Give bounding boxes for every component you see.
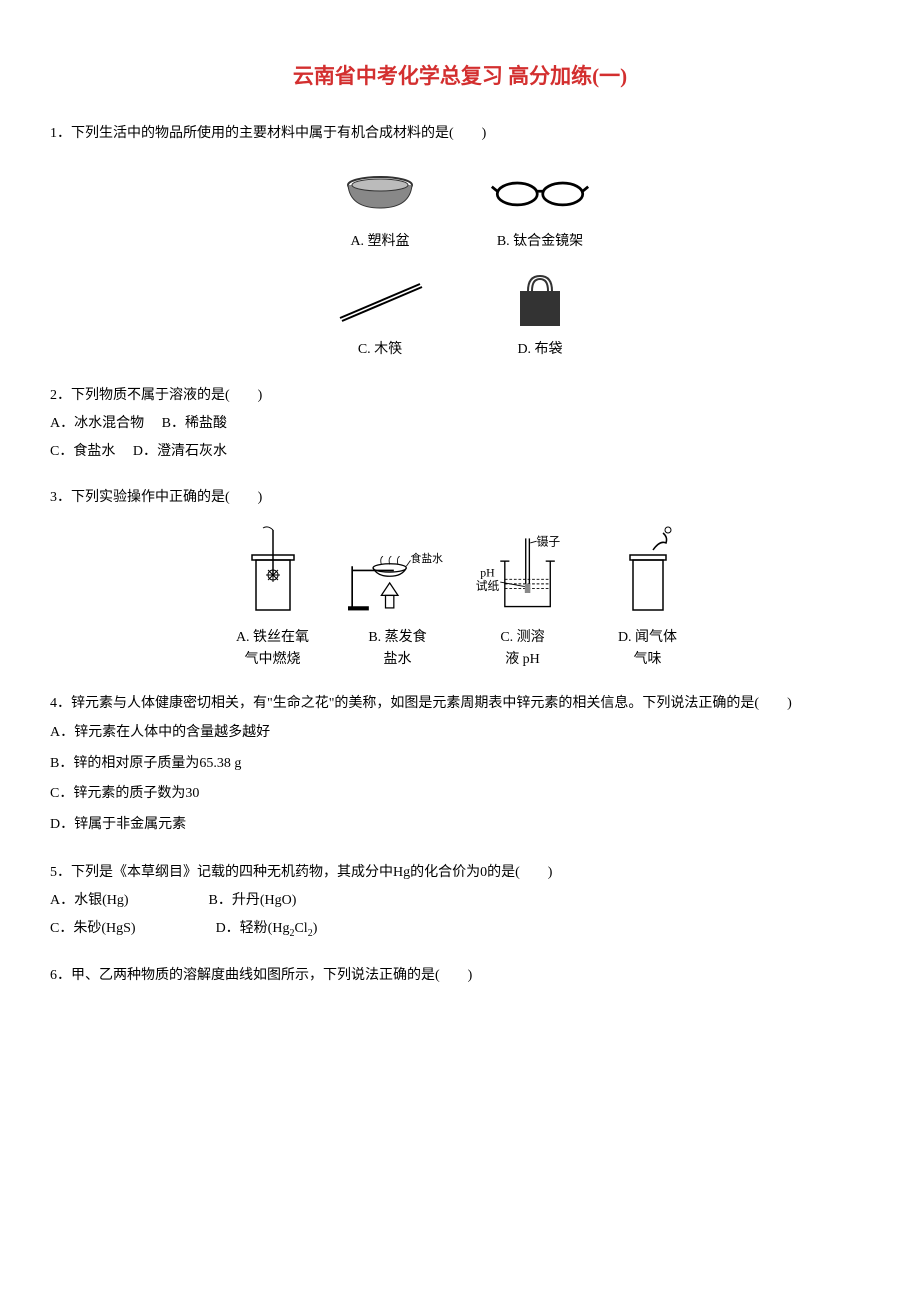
basin-icon	[330, 163, 430, 223]
q2-options-cd: C．食盐水 D．澄清石灰水	[50, 438, 870, 466]
q3-text: 3．下列实验操作中正确的是( )	[50, 484, 870, 512]
q2-option-d: D．澄清石灰水	[133, 444, 227, 459]
tweezers-label: 镊子	[536, 534, 560, 548]
q1-text: 1．下列生活中的物品所使用的主要材料中属于有机合成材料的是( )	[50, 120, 870, 148]
q5-options-ab: A．水银(Hg) B．升丹(HgO)	[50, 887, 870, 915]
q1-images-row2: C. 木筷 D. 布袋	[50, 271, 870, 364]
q3-experiments: A. 铁丝在氧 气中燃烧 食盐水 B.	[50, 527, 870, 672]
q5-option-d: D．轻粉(Hg2Cl2)	[216, 915, 318, 944]
q1-option-d: D. 布袋	[490, 271, 590, 364]
q2-options-ab: A．冰水混合物 B．稀盐酸	[50, 410, 870, 438]
q3-label-a: A. 铁丝在氧 气中燃烧	[236, 627, 309, 672]
q4-text: 4．锌元素与人体健康密切相关，有"生命之花"的美称，如图是元素周期表中锌元素的相…	[50, 690, 870, 718]
question-4: 4．锌元素与人体健康密切相关，有"生命之花"的美称，如图是元素周期表中锌元素的相…	[50, 690, 870, 841]
q1-option-c: C. 木筷	[330, 271, 430, 364]
q1-label-c: C. 木筷	[358, 336, 402, 364]
q2-option-a: A．冰水混合物	[50, 416, 144, 431]
q5-option-b: B．升丹(HgO)	[209, 887, 297, 915]
saltwater-label: 食盐水	[410, 551, 443, 565]
q4-option-d: D．锌属于非金属元素	[50, 810, 870, 841]
question-6: 6．甲、乙两种物质的溶解度曲线如图所示，下列说法正确的是( )	[50, 962, 870, 990]
q6-text: 6．甲、乙两种物质的溶解度曲线如图所示，下列说法正确的是( )	[50, 962, 870, 990]
q3-option-c: 镊子 pH 试纸 C. 测溶 液 pH	[473, 527, 573, 672]
q4-option-c: C．锌元素的质子数为30	[50, 779, 870, 810]
glasses-icon	[490, 163, 590, 223]
q1-label-b: B. 钛合金镜架	[497, 228, 583, 256]
q1-option-a: A. 塑料盆	[330, 163, 430, 256]
q2-text: 2．下列物质不属于溶液的是( )	[50, 382, 870, 410]
ph-test-icon: 镊子 pH 试纸	[473, 527, 573, 617]
chopsticks-icon	[330, 271, 430, 331]
q2-option-c: C．食盐水	[50, 444, 115, 459]
question-1: 1．下列生活中的物品所使用的主要材料中属于有机合成材料的是( ) A. 塑料盆	[50, 120, 870, 364]
question-2: 2．下列物质不属于溶液的是( ) A．冰水混合物 B．稀盐酸 C．食盐水 D．澄…	[50, 382, 870, 466]
smell-gas-icon	[598, 527, 698, 617]
q3-label-b: B. 蒸发食 盐水	[368, 627, 426, 672]
q2-option-b: B．稀盐酸	[162, 416, 227, 431]
question-5: 5．下列是《本草纲目》记载的四种无机药物，其成分中Hg的化合价为0的是( ) A…	[50, 859, 870, 944]
page-title: 云南省中考化学总复习 高分加练(一)	[50, 60, 870, 90]
ph-label: pH	[480, 565, 495, 579]
q3-option-d: D. 闻气体 气味	[598, 527, 698, 672]
q5-options-cd: C．朱砂(HgS) D．轻粉(Hg2Cl2)	[50, 915, 870, 944]
question-3: 3．下列实验操作中正确的是( ) A. 铁丝在氧 气中燃烧	[50, 484, 870, 672]
bag-icon	[490, 271, 590, 331]
q5-option-c: C．朱砂(HgS)	[50, 915, 136, 944]
q1-images-row1: A. 塑料盆 B. 钛合金镜架	[50, 163, 870, 256]
paper-label: 试纸	[475, 579, 499, 593]
q3-label-d: D. 闻气体 气味	[618, 627, 677, 672]
q5-text: 5．下列是《本草纲目》记载的四种无机药物，其成分中Hg的化合价为0的是( )	[50, 859, 870, 887]
q1-label-a: A. 塑料盆	[350, 228, 409, 256]
q3-option-a: A. 铁丝在氧 气中燃烧	[223, 527, 323, 672]
q4-option-b: B．锌的相对原子质量为65.38 g	[50, 749, 870, 780]
q4-option-a: A．锌元素在人体中的含量越多越好	[50, 718, 870, 749]
evaporation-icon: 食盐水	[348, 527, 448, 617]
iron-burning-icon	[223, 527, 323, 617]
q5-option-a: A．水银(Hg)	[50, 887, 129, 915]
q4-options: A．锌元素在人体中的含量越多越好 B．锌的相对原子质量为65.38 g C．锌元…	[50, 718, 870, 841]
q1-label-d: D. 布袋	[517, 336, 562, 364]
q1-option-b: B. 钛合金镜架	[490, 163, 590, 256]
q3-label-c: C. 测溶 液 pH	[500, 627, 544, 672]
q3-option-b: 食盐水 B. 蒸发食 盐水	[348, 527, 448, 672]
